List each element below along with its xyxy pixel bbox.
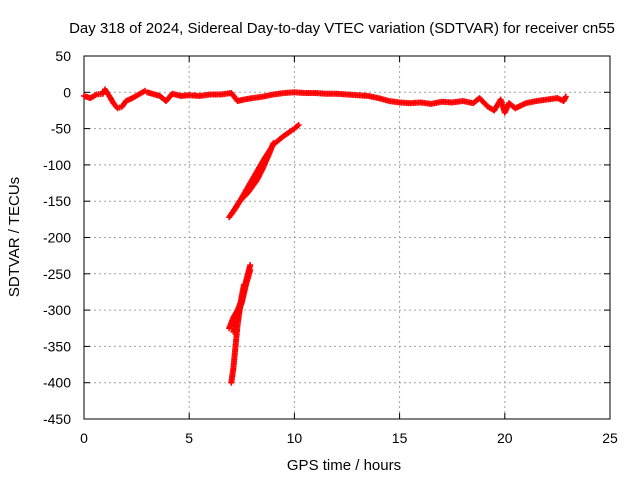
x-tick-label: 10 [287,430,303,446]
y-tick-label: -350 [43,338,71,354]
grid-lines [84,56,610,419]
data-points [81,86,569,386]
data-point [562,93,569,100]
y-tick-label: -400 [43,375,71,391]
data-point [247,267,254,274]
axis-ticks: 0 5 10 15 20 25 50 0 -50 -100 -150 -200 -250 -300 -350… [43,48,618,446]
y-tick-label: -250 [43,266,71,282]
data-point [295,121,302,128]
y-tick-label: -200 [43,230,71,246]
y-tick-label: -150 [43,193,71,209]
y-tick-label: 0 [63,84,71,100]
y-tick-label: 50 [55,48,71,64]
x-tick-label: 20 [497,430,513,446]
data-point [270,140,277,147]
chart-title: Day 318 of 2024, Sidereal Day-to-day VTE… [69,20,615,37]
data-point [247,262,254,269]
x-tick-label: 0 [80,430,88,446]
x-tick-label: 15 [392,430,408,446]
y-axis-label: SDTVAR / TECUs [6,177,23,297]
y-tick-label: -450 [43,411,71,427]
x-tick-label: 25 [602,430,618,446]
y-tick-label: -50 [51,121,71,137]
y-tick-label: -300 [43,302,71,318]
x-tick-label: 5 [185,430,193,446]
x-axis-label: GPS time / hours [287,457,401,474]
y-tick-label: -100 [43,157,71,173]
